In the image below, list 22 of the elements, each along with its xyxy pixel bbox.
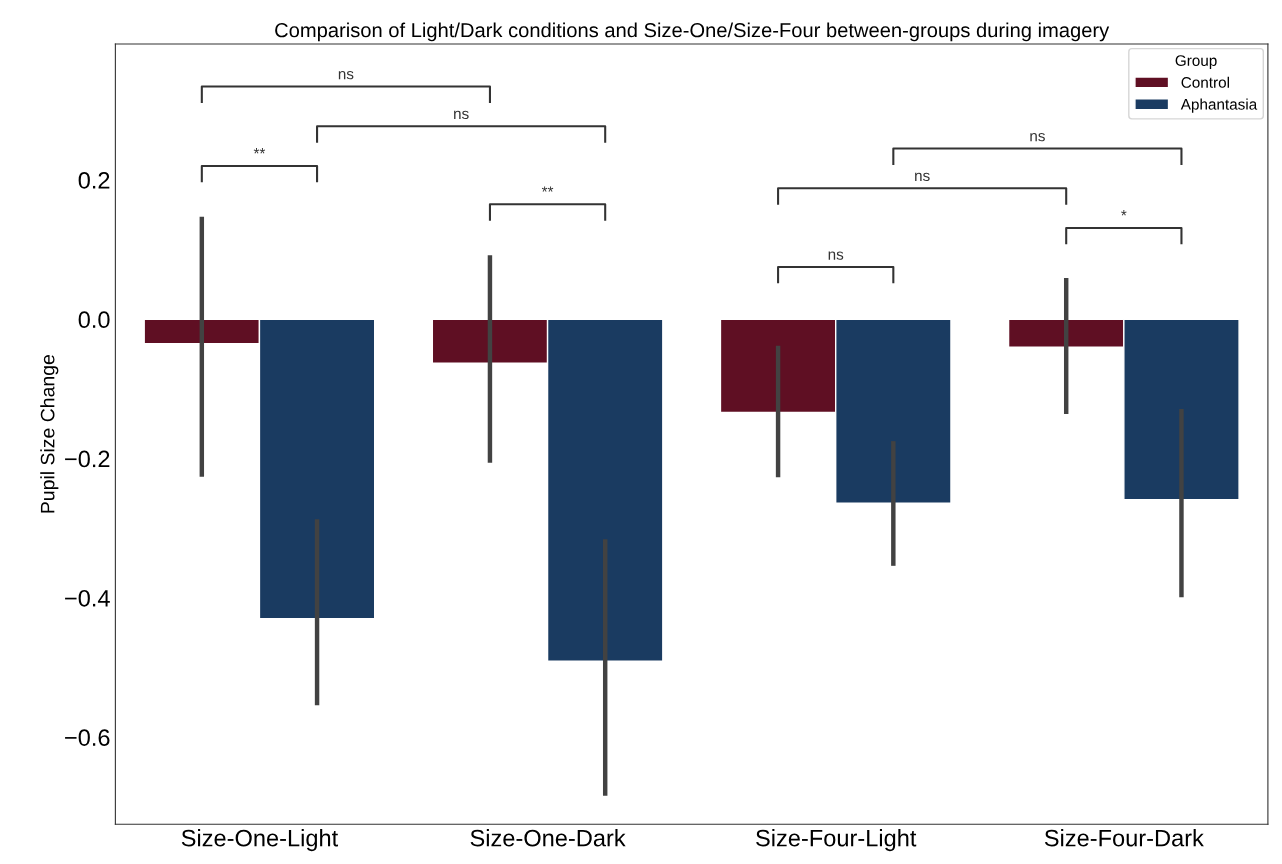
legend-title: Group xyxy=(1175,55,1217,69)
legend-label: Aphantasia xyxy=(1180,98,1258,113)
annotation: ns xyxy=(915,172,930,182)
annotation: * xyxy=(1121,210,1127,216)
legend-label: Control xyxy=(1181,76,1229,88)
annotation: ns xyxy=(828,251,844,260)
annotation: ns xyxy=(338,70,354,80)
y-tick-label: 0.0 xyxy=(78,311,110,329)
y-tick-label: −0.2 xyxy=(65,450,110,468)
annotation: ns xyxy=(454,110,469,120)
annotation: ns xyxy=(1030,132,1045,142)
y-tick-label: −0.6 xyxy=(65,729,110,746)
y-axis-title: Pupil Size Change xyxy=(40,355,59,513)
y-tick-label: −0.4 xyxy=(65,589,110,607)
x-tick-label: Size-Four-Dark xyxy=(1044,829,1204,847)
y-tick-label: 0.2 xyxy=(78,171,110,189)
x-tick-label: Size-Four-Light xyxy=(756,829,917,852)
chart-title: Comparison of Light/Dark conditions and Size-One/Size-Four between-groups during imagery xyxy=(275,22,1110,42)
x-tick-label: Size-One-Dark xyxy=(470,829,626,847)
annotation: ** xyxy=(253,148,266,154)
x-tick-label: Size-One-Light xyxy=(181,829,339,852)
annotation: ** xyxy=(541,186,554,192)
